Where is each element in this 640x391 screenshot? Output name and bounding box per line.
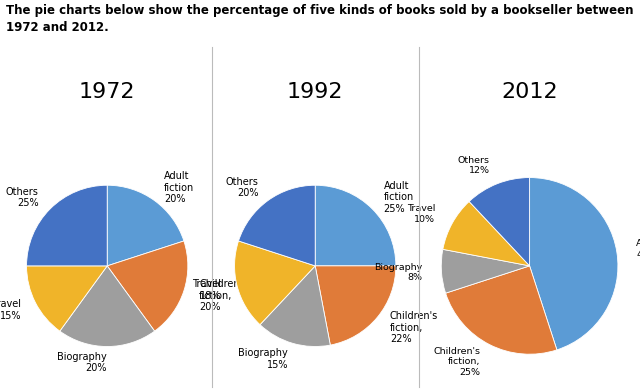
Text: 1972: 1972 <box>79 82 136 102</box>
Text: Biography
8%: Biography 8% <box>374 263 422 282</box>
Text: The pie charts below show the percentage of five kinds of books sold by a bookse: The pie charts below show the percentage… <box>6 4 634 34</box>
Text: Others
25%: Others 25% <box>6 187 39 208</box>
Wedge shape <box>260 266 330 346</box>
Text: Children's
fiction,
25%: Children's fiction, 25% <box>434 347 481 377</box>
Text: Biography
15%: Biography 15% <box>239 348 288 369</box>
Text: Biography
20%: Biography 20% <box>58 352 107 373</box>
Text: Adult
fiction
25%: Adult fiction 25% <box>383 181 414 214</box>
Text: Travel
18%: Travel 18% <box>193 279 221 301</box>
Text: 2012: 2012 <box>501 82 558 102</box>
Wedge shape <box>108 241 188 331</box>
Wedge shape <box>529 178 618 350</box>
Wedge shape <box>445 266 557 354</box>
Wedge shape <box>239 185 316 266</box>
Text: Adult
fiction
20%: Adult fiction 20% <box>164 171 195 204</box>
Wedge shape <box>441 249 530 293</box>
Wedge shape <box>443 201 530 266</box>
Text: 1992: 1992 <box>287 82 344 102</box>
Wedge shape <box>315 185 396 266</box>
Wedge shape <box>107 185 184 266</box>
Wedge shape <box>235 241 315 325</box>
Text: Adult fiction
45%: Adult fiction 45% <box>636 239 640 259</box>
Wedge shape <box>27 266 108 331</box>
Text: Children's
fiction,
20%: Children's fiction, 20% <box>199 279 248 312</box>
Text: Others
20%: Others 20% <box>225 177 259 198</box>
Wedge shape <box>27 185 108 266</box>
Text: Travel
15%: Travel 15% <box>0 299 21 321</box>
Wedge shape <box>315 266 396 345</box>
Text: Children's
fiction,
22%: Children's fiction, 22% <box>390 311 438 344</box>
Text: Others
12%: Others 12% <box>458 156 490 176</box>
Wedge shape <box>469 178 530 266</box>
Wedge shape <box>60 266 155 346</box>
Text: Travel
10%: Travel 10% <box>407 204 435 224</box>
